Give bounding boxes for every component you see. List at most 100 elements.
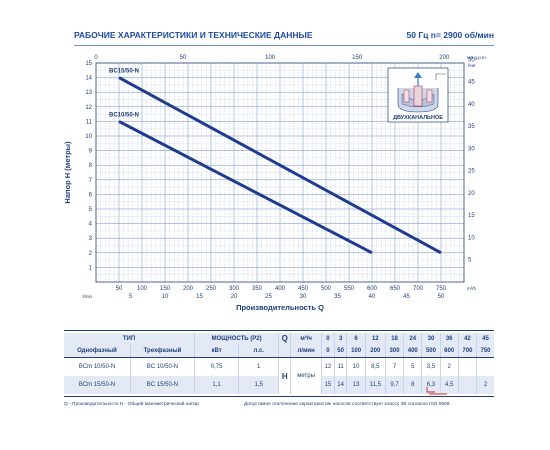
right-tick-label: 10 [468, 235, 475, 241]
x-tick-label: 650 [390, 286, 401, 292]
model-single: BCm 15/50-N [64, 376, 131, 394]
right-tick-label: 30 [468, 146, 475, 152]
top-tick-label: 150 [352, 55, 363, 61]
x-tick-label: 250 [206, 286, 217, 292]
head-value: 10 [346, 357, 366, 376]
top-tick-label: 100 [265, 55, 276, 61]
head-value: 14 [333, 376, 347, 394]
footer-tolerance: Допустимое отклонение характеристик насо… [244, 402, 451, 407]
bottom2-tick-label: 50 [438, 294, 445, 300]
y-tick-label: 7 [89, 178, 93, 184]
plot-frame [95, 62, 465, 283]
y-axis-title: Напор H (метры) [63, 141, 72, 204]
x-axis-title: Производительность Q [236, 303, 324, 312]
head-value: 4,5 [439, 376, 459, 394]
q-l-cell: 400 [403, 344, 422, 358]
head-value [457, 357, 477, 376]
model-three: BC 15/50-N [129, 376, 195, 394]
bottom2-tick-label: 30 [300, 294, 307, 300]
bottom2-axis-unit: l/min [82, 294, 92, 299]
q-l-cell: 100 [346, 344, 366, 358]
q-l-cell: 0 [321, 344, 335, 358]
right-tick-label: 40 [468, 102, 475, 108]
three-phase-header: Трехфазный [129, 344, 195, 358]
head-value [476, 357, 494, 376]
bottom2-tick-label: 10 [162, 294, 169, 300]
x-tick-label: 100 [137, 286, 148, 292]
header-divider [74, 45, 494, 46]
bottom2-tick-label: 25 [265, 294, 272, 300]
head-value [457, 376, 477, 394]
top-tick-label: 0 [94, 55, 98, 61]
inset-label: ДВУХКАНАЛЬНОЕ [393, 115, 443, 121]
model-single: BCm 10/50-N [78, 364, 116, 370]
chart-title: РАБОЧИЕ ХАРАКТЕРИСТИКИ И ТЕХНИЧЕСКИЕ ДАН… [74, 30, 313, 40]
x-tick-label: 450 [298, 286, 309, 292]
head-value: 6,3 [421, 376, 441, 394]
table-row: BCm 15/50-N BC 15/50-N 1,1 1,5 15 14 13 … [64, 376, 494, 394]
bottom2-tick-label: 45 [403, 294, 410, 300]
power-hp: 1,5 [238, 376, 279, 394]
y-tick-label: 8 [89, 163, 93, 169]
x-tick-label: 750 [436, 286, 447, 292]
spec-table: ТИП МОЩНОСТЬ (P2) Q м³/ч 0 3 6 12 18 24 … [64, 333, 494, 394]
x-tick-label: 50 [116, 286, 123, 292]
head-value: 9,7 [384, 376, 404, 394]
frequency-label: 50 Гц n= 2900 об/мин [406, 30, 494, 40]
power-kw: 0,75 [193, 357, 239, 376]
chart-header: РАБОЧИЕ ХАРАКТЕРИСТИКИ И ТЕХНИЧЕСКИЕ ДАН… [74, 30, 494, 44]
y-tick-label: 4 [89, 222, 93, 228]
head-value: 11 [333, 357, 347, 376]
x-tick-label: 700 [413, 286, 424, 292]
q-unit-m3: м³/ч [290, 333, 322, 344]
pump-curve-chart: 50 100 150 200 250 300 350 400 450 500 550 600 650 70… [63, 55, 487, 312]
bottom-axis-unit: m³/h [467, 286, 476, 291]
q-l-cell: 750 [476, 344, 494, 358]
table-top-border [64, 330, 494, 331]
axis-ticks: 50 100 150 200 250 300 350 400 450 500 550 600 650 70… [82, 55, 487, 300]
x-tick-label: 300 [229, 286, 240, 292]
chart-curves: BC15/50-N BC10/50-N [109, 69, 442, 255]
x-tick-label: 400 [275, 286, 286, 292]
q-m3-cell: 24 [403, 333, 422, 344]
h-label-cell: H [278, 357, 291, 394]
y-tick-label: 5 [89, 207, 93, 213]
y-tick-label: 9 [89, 149, 93, 155]
right-tick-label: 5 [468, 258, 472, 264]
q-m3-cell: 6 [346, 333, 366, 344]
series-label: BC15/50-N [109, 69, 139, 75]
type-header: ТИП [64, 333, 195, 344]
top-tick-label: 50 [180, 55, 187, 61]
q-l-cell: 50 [333, 344, 347, 358]
q-m3-cell: 45 [476, 333, 494, 344]
pump-inset-icon: ДВУХКАНАЛЬНОЕ [387, 67, 449, 123]
x-tick-label: 600 [367, 286, 378, 292]
right-axis-unit: feet [468, 63, 476, 68]
head-value: 13 [346, 376, 366, 394]
q-l-cell: 200 [364, 344, 386, 358]
head-value: 8 [403, 376, 422, 394]
power-hp: 1 [238, 357, 279, 376]
x-tick-label: 350 [252, 286, 263, 292]
y-tick-label: 14 [85, 76, 92, 82]
head-value: 7 [384, 357, 404, 376]
right-tick-label: 25 [468, 169, 475, 175]
head-value: 5 [403, 357, 422, 376]
bottom2-tick-label: 20 [231, 294, 238, 300]
q-l-cell: 700 [457, 344, 477, 358]
q-m3-cell: 12 [364, 333, 386, 344]
y-tick-label: 1 [89, 265, 93, 271]
head-value: 8,5 [364, 357, 386, 376]
x-tick-label: 550 [344, 286, 355, 292]
right-tick-label: 45 [468, 80, 475, 86]
head-value: 2 [476, 376, 494, 394]
y-tick-label: 15 [85, 61, 92, 67]
y-tick-label: 6 [89, 192, 93, 198]
top-axis-unit: US g.p.m. [467, 55, 487, 60]
q-m3-cell: 36 [439, 333, 459, 344]
red-strike-mark [426, 387, 447, 395]
q-m3-cell: 0 [321, 333, 335, 344]
series-label: BC10/50-N [109, 112, 139, 118]
q-l-cell: 600 [439, 344, 459, 358]
power-kw: 1,1 [193, 376, 239, 394]
